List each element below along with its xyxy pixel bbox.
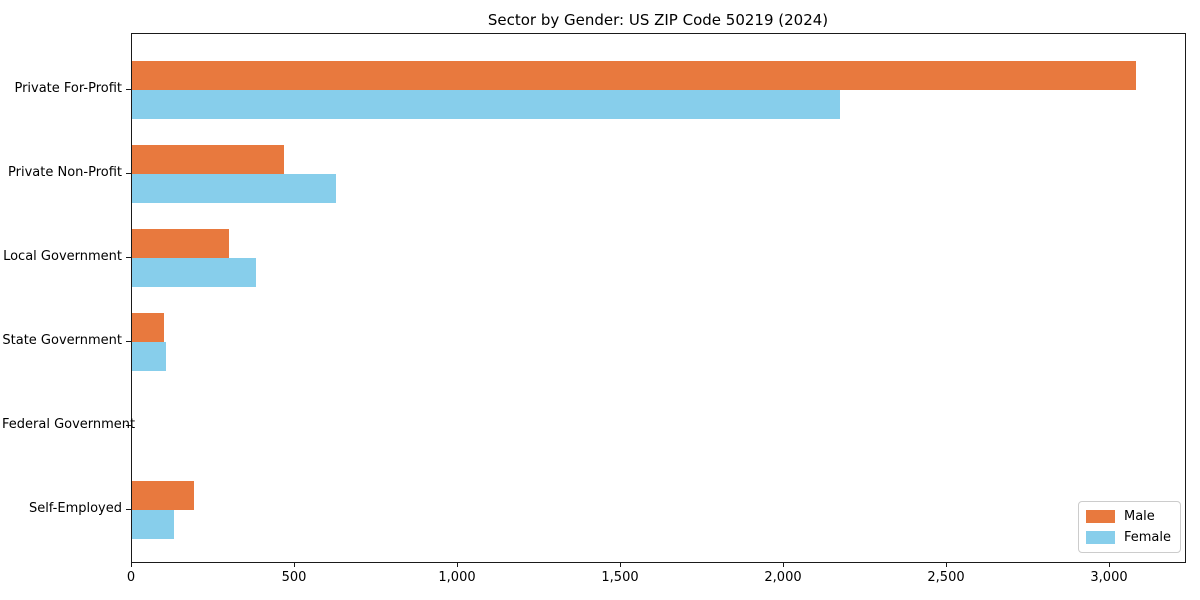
x-tick-label: 3,000: [1090, 570, 1128, 585]
male-legend-label: Male: [1123, 509, 1155, 524]
x-tick-mark: [131, 563, 132, 567]
bar-female: [132, 258, 256, 287]
x-tick-label: 0: [126, 570, 136, 585]
category-label: Private For-Profit: [14, 81, 122, 96]
bar-male: [132, 229, 229, 258]
chart-title: Sector by Gender: US ZIP Code 50219 (202…: [487, 11, 829, 29]
male-legend-swatch: [1085, 510, 1115, 523]
legend: Male Female: [1077, 501, 1181, 553]
category-label: Local Government: [3, 249, 122, 264]
female-legend-label: Female: [1123, 530, 1171, 545]
y-tick-mark: [126, 509, 131, 510]
bar-male: [132, 313, 164, 342]
bar-female: [132, 174, 336, 203]
x-tick-mark: [294, 563, 295, 567]
bar-female: [132, 90, 840, 119]
y-tick-mark: [126, 257, 131, 258]
category-label: State Government: [2, 333, 122, 348]
y-tick-mark: [126, 173, 131, 174]
bar-female: [132, 342, 166, 371]
legend-item-male: Male: [1085, 509, 1171, 524]
x-tick-label: 500: [281, 570, 307, 585]
x-tick-label: 1,000: [438, 570, 476, 585]
y-tick-mark: [126, 89, 131, 90]
female-legend-swatch: [1085, 531, 1115, 544]
legend-item-female: Female: [1085, 530, 1171, 545]
x-tick-mark: [457, 563, 458, 567]
x-tick-mark: [946, 563, 947, 567]
x-tick-label: 2,500: [927, 570, 965, 585]
category-label: Self-Employed: [28, 501, 122, 516]
x-tick-mark: [783, 563, 784, 567]
category-label: Private Non-Profit: [8, 165, 122, 180]
category-label: Federal Government: [2, 417, 136, 432]
x-tick-mark: [1109, 563, 1110, 567]
x-tick-label: 1,500: [601, 570, 639, 585]
y-tick-mark: [126, 425, 131, 426]
x-tick-label: 2,000: [764, 570, 802, 585]
y-tick-mark: [126, 341, 131, 342]
bar-male: [132, 481, 194, 510]
bar-female: [132, 510, 174, 539]
bar-male: [132, 61, 1136, 90]
x-tick-mark: [620, 563, 621, 567]
bar-male: [132, 145, 284, 174]
plot-area: [131, 33, 1186, 563]
